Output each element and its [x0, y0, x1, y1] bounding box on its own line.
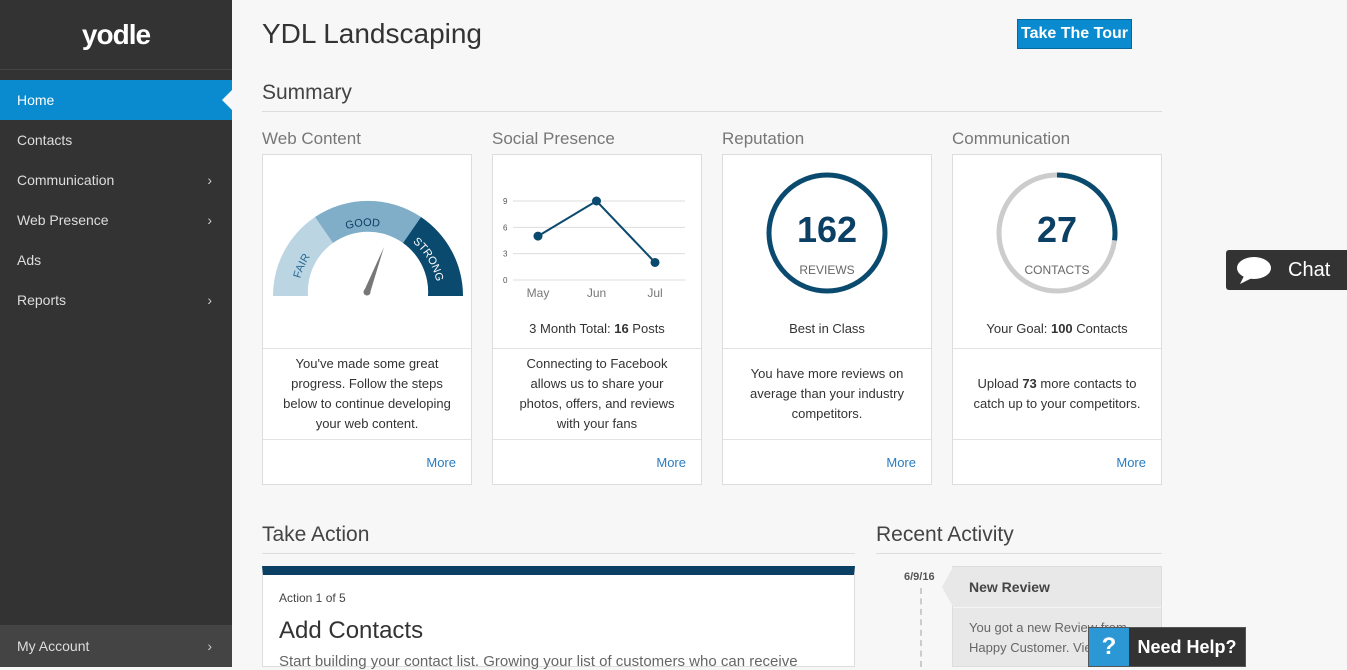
contacts-unit: CONTACTS: [1024, 263, 1090, 277]
action-text: Start building your contact list. Growin…: [279, 653, 798, 670]
sidebar-item-ads[interactable]: Ads: [0, 240, 232, 280]
social-description: Connecting to Facebook allows us to shar…: [493, 349, 701, 440]
data-point: [533, 231, 543, 241]
action-title: Add Contacts: [279, 617, 424, 644]
desc-number: 73: [1022, 376, 1037, 391]
chevron-right-icon: ›: [207, 292, 212, 308]
reputation-visual: 162 REVIEWS Best in Class: [723, 155, 931, 349]
gauge-fair-segment: [272, 217, 333, 296]
desc-text: Upload: [977, 376, 1023, 391]
reviews-unit: REVIEWS: [799, 263, 855, 277]
data-point: [592, 196, 601, 206]
communication-description: Upload 73 more contacts to catch up to y…: [953, 349, 1161, 440]
gauge-good-segment: [315, 200, 421, 243]
social-more-link[interactable]: More: [656, 454, 686, 470]
chat-bubble-icon: [1237, 257, 1271, 284]
web-content-description: You've made some great progress. Follow …: [263, 349, 471, 440]
x-tick-label: May: [527, 286, 550, 300]
contacts-ring-progress: [996, 172, 1118, 294]
nav-label: Contacts: [17, 132, 73, 148]
y-tick-label: 9: [503, 197, 508, 206]
gauge: FAIR GOOD STRONG: [263, 155, 471, 349]
gauge-pivot: [363, 288, 371, 296]
timeline-line: [920, 588, 922, 667]
contacts-ring: [996, 172, 1118, 294]
data-point: [650, 257, 660, 267]
caption-number: 16: [614, 321, 629, 336]
x-tick-label: Jul: [647, 286, 662, 300]
take-action-card: Action 1 of 5 Add Contacts Start buildin…: [262, 566, 855, 670]
sidebar-item-web-presence[interactable]: Web Presence ›: [0, 200, 232, 240]
reputation-caption: Best in Class: [789, 321, 865, 336]
communication-card: 27 CONTACTS Your Goal: 100 Contacts Uplo…: [952, 154, 1162, 485]
chevron-right-icon: ›: [207, 212, 212, 228]
communication-more-link[interactable]: More: [1116, 454, 1146, 470]
gauge-needle: [364, 247, 384, 293]
nav-label: Web Presence: [17, 212, 109, 228]
social-presence-card: 0 3 6 9 May Jun Jul 3 Month Total: 16 Posts Co…: [492, 154, 702, 485]
reputation-label: Reputation: [722, 129, 805, 148]
gauge-graphic: FAIR GOOD STRONG: [272, 200, 464, 296]
reviews-ring: [766, 172, 888, 294]
communication-label: Communication: [952, 129, 1071, 148]
chevron-right-icon: ›: [207, 172, 212, 188]
nav-label: Ads: [17, 252, 42, 268]
contacts-goal-caption: Your Goal: 100 Contacts: [953, 321, 1161, 336]
sidebar-item-home[interactable]: Home: [0, 80, 232, 120]
social-chart: 0 3 6 9 May Jun Jul 3 Month Total: 16 Posts: [493, 155, 701, 349]
yodle-logo[interactable]: yodle: [0, 0, 232, 70]
account-label: My Account: [17, 638, 90, 654]
my-account-button[interactable]: My Account ›: [0, 625, 232, 667]
reputation-more-link[interactable]: More: [886, 454, 916, 470]
web-content-card: FAIR GOOD STRONG You've made some great …: [262, 154, 472, 485]
y-tick-label: 6: [503, 223, 508, 232]
reviews-count: 162: [796, 209, 858, 250]
gauge-strong-segment: [403, 217, 464, 296]
activity-text: You got a new Review from Happy Customer…: [969, 620, 1127, 655]
desc-text: more contacts to catch up to your compet…: [973, 376, 1141, 411]
web-content-more-link[interactable]: More: [426, 454, 456, 470]
page-title: YDL Landscaping: [262, 18, 483, 49]
caption-text: Posts: [628, 321, 665, 336]
chevron-right-icon: ›: [207, 638, 212, 654]
reputation-description: You have more reviews on average than yo…: [723, 349, 931, 440]
activity-date: 6/9/16: [904, 571, 935, 583]
recent-activity-heading: Recent Activity: [876, 523, 1162, 554]
caption-text: Your Goal:: [986, 321, 1051, 336]
sidebar-nav: Home Contacts Communication › Web Presenc…: [0, 80, 232, 320]
chat-label: Chat: [1288, 258, 1331, 281]
nav-label: Reports: [17, 292, 67, 308]
posts-line-chart: 0 3 6 9 May Jun Jul: [503, 196, 685, 300]
sidebar-item-communication[interactable]: Communication ›: [0, 160, 232, 200]
caption-text: Contacts: [1072, 321, 1128, 336]
x-tick-label: Jun: [587, 286, 606, 300]
sidebar: yodle Home Contacts Communication › Web P…: [0, 0, 232, 667]
social-presence-label: Social Presence: [492, 129, 615, 148]
need-help-label: Need Help?: [1129, 628, 1245, 666]
y-tick-label: 3: [503, 250, 508, 259]
take-tour-button[interactable]: Take The Tour: [1017, 19, 1132, 49]
caption-number: 100: [1050, 321, 1073, 336]
reputation-card: 162 REVIEWS Best in Class You have more …: [722, 154, 932, 485]
social-total-caption: 3 Month Total: 16 Posts: [493, 321, 701, 336]
caption-text: 3 Month Total:: [529, 321, 615, 336]
question-icon: ?: [1089, 628, 1129, 666]
y-tick-label: 0: [503, 276, 508, 285]
activity-title: New Review: [953, 567, 1161, 608]
contacts-count: 27: [1036, 209, 1078, 250]
need-help-button[interactable]: ? Need Help?: [1088, 627, 1246, 667]
communication-visual: 27 CONTACTS Your Goal: 100 Contacts: [953, 155, 1161, 349]
nav-label: Communication: [17, 172, 115, 188]
sidebar-item-contacts[interactable]: Contacts: [0, 120, 232, 160]
web-content-label: Web Content: [262, 129, 361, 148]
action-counter: Action 1 of 5: [279, 591, 346, 605]
summary-heading: Summary: [262, 81, 1162, 112]
take-action-heading: Take Action: [262, 523, 855, 554]
chat-button[interactable]: Chat: [1226, 250, 1347, 290]
sidebar-item-reports[interactable]: Reports ›: [0, 280, 232, 320]
nav-label: Home: [17, 92, 55, 108]
